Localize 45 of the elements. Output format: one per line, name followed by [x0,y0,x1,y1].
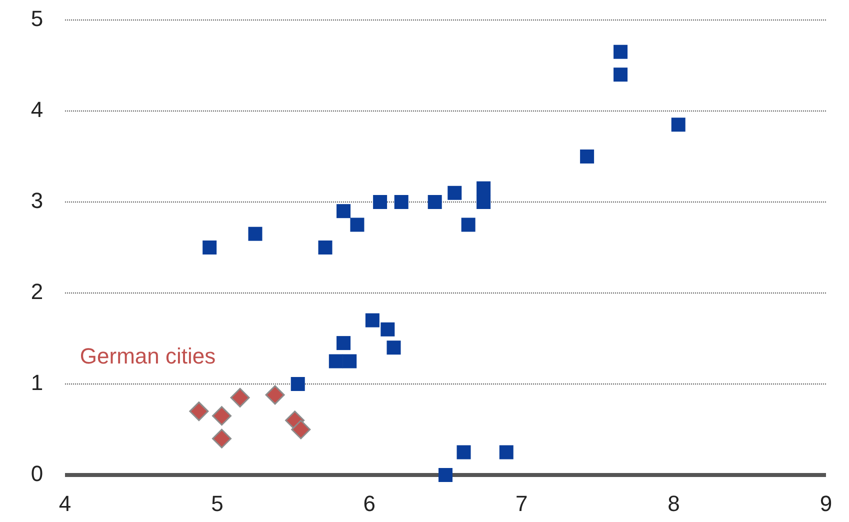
x-tick-label: 8 [668,491,680,516]
point [386,340,401,355]
series-label: German cities [80,344,216,369]
point [428,195,442,209]
point [373,195,388,209]
point [212,406,232,426]
point [328,354,343,368]
point [671,118,686,132]
point [438,468,452,482]
y-tick-label: 2 [30,278,44,304]
y-tick-label: 4 [30,96,44,122]
point [265,385,285,405]
point [476,181,491,196]
point [342,354,357,368]
y-tick-label: 3 [30,188,44,213]
x-tick-label: 7 [515,491,528,516]
point [202,240,217,254]
point [499,445,514,460]
point [580,150,594,164]
y-tick-label: 5 [30,6,44,31]
point [448,186,462,200]
x-tick-label: 9 [820,491,832,516]
point [456,445,471,460]
point [394,195,408,209]
point [336,204,351,218]
point [350,218,364,232]
x-tick-label: 4 [58,491,72,516]
point [461,218,476,232]
point [380,322,395,336]
point [230,388,250,408]
point [291,420,311,440]
point [212,428,232,448]
x-tick-label: 6 [363,491,376,516]
point [476,195,491,209]
point [336,336,351,350]
point [365,313,380,328]
point [318,240,332,254]
y-tick-label: 1 [30,370,44,395]
y-tick-label: 0 [30,460,44,486]
point [290,377,305,391]
point [248,226,262,241]
x-tick-label: 5 [211,491,224,516]
point [614,44,628,59]
point [614,68,628,82]
point [189,402,209,422]
